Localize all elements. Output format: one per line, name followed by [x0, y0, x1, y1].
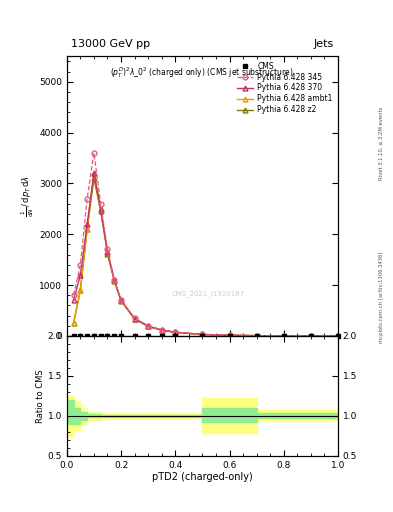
Text: $(p_T^D)^2\lambda\_0^2$ (charged only) (CMS jet substructure): $(p_T^D)^2\lambda\_0^2$ (charged only) (… — [110, 65, 294, 79]
X-axis label: pTD2 (charged-only): pTD2 (charged-only) — [152, 472, 253, 482]
Text: Jets: Jets — [314, 38, 334, 49]
Text: Rivet 3.1.10, ≥ 3.2M events: Rivet 3.1.10, ≥ 3.2M events — [379, 106, 384, 180]
Text: CMS_2021_I1920187: CMS_2021_I1920187 — [171, 291, 244, 297]
Legend: CMS, Pythia 6.428 345, Pythia 6.428 370, Pythia 6.428 ambt1, Pythia 6.428 z2: CMS, Pythia 6.428 345, Pythia 6.428 370,… — [235, 60, 334, 116]
Y-axis label: $\frac{1}{\mathrm{d}N}\,/\,\mathrm{d}p_T\,\mathrm{d}\lambda$: $\frac{1}{\mathrm{d}N}\,/\,\mathrm{d}p_T… — [20, 175, 36, 217]
Text: mcplots.cern.ch [arXiv:1306.3436]: mcplots.cern.ch [arXiv:1306.3436] — [379, 251, 384, 343]
Y-axis label: Ratio to CMS: Ratio to CMS — [36, 369, 45, 422]
Text: 13000 GeV pp: 13000 GeV pp — [71, 38, 150, 49]
